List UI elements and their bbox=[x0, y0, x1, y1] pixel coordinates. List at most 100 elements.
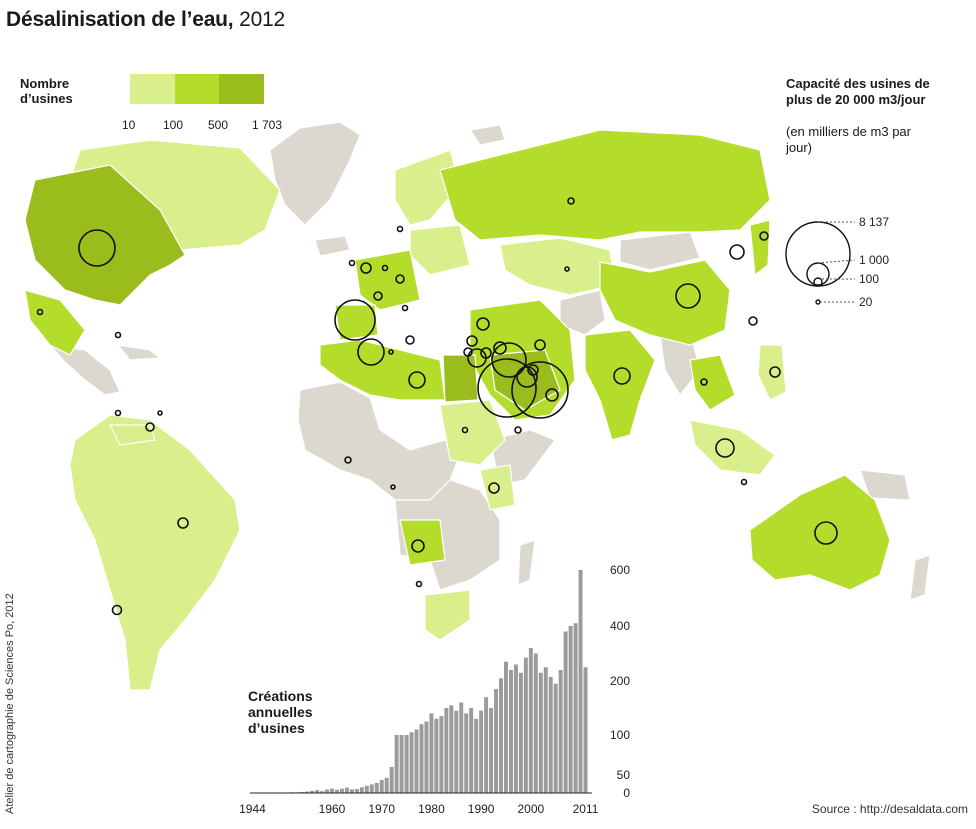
histogram-bar bbox=[389, 767, 394, 793]
circle-venezuela-2 bbox=[145, 422, 155, 432]
histogram-bar bbox=[553, 683, 558, 793]
circle-trinidad bbox=[157, 410, 163, 416]
histogram-bars bbox=[250, 570, 588, 793]
capacity-legend: 8 137 1 000 100 20 bbox=[785, 215, 889, 309]
histogram-bar bbox=[424, 721, 429, 793]
histogram-bar bbox=[449, 705, 454, 793]
histogram-y-label: 0 bbox=[623, 786, 630, 800]
legend-tick: 100 bbox=[163, 118, 184, 132]
circle-libya bbox=[408, 371, 426, 389]
cap-value-3: 100 bbox=[859, 272, 879, 286]
histogram-bar bbox=[573, 623, 578, 793]
circle-singapore bbox=[715, 438, 735, 458]
histogram-bar bbox=[558, 670, 563, 793]
circle-kazakhstan bbox=[564, 266, 570, 272]
spain bbox=[334, 304, 379, 341]
histogram-bar bbox=[359, 787, 364, 793]
circle-yemen bbox=[514, 426, 522, 434]
histogram-bar bbox=[344, 787, 349, 793]
histogram-bar bbox=[300, 791, 305, 793]
circle-korea bbox=[729, 244, 745, 260]
circle-netherlands bbox=[381, 264, 389, 272]
indonesia bbox=[689, 419, 776, 476]
circle-lebanon bbox=[480, 347, 492, 359]
circle-caribbean bbox=[114, 331, 122, 339]
china bbox=[599, 259, 731, 346]
circle-scandinavia bbox=[396, 225, 404, 233]
circle-oman bbox=[545, 388, 559, 402]
title-main: Désalinisation de l’eau, bbox=[6, 8, 234, 31]
histogram-x-label: 1980 bbox=[418, 802, 445, 816]
russia bbox=[439, 129, 771, 241]
histogram-bar bbox=[399, 735, 404, 793]
histogram-bar bbox=[568, 626, 573, 793]
kazakhstan bbox=[499, 237, 616, 296]
north-africa bbox=[319, 339, 446, 401]
circle-namibia bbox=[415, 580, 423, 588]
histogram-y-label: 600 bbox=[610, 563, 630, 577]
histogram-bar bbox=[310, 790, 315, 793]
western-europe bbox=[354, 249, 421, 311]
histogram-title: Créations annuelles d’usines bbox=[248, 688, 313, 736]
histogram-bar bbox=[335, 789, 339, 793]
histogram-bar bbox=[419, 724, 424, 793]
title-year: 2012 bbox=[239, 8, 286, 31]
legend-color-scale bbox=[130, 74, 265, 104]
histogram-x-label: 1970 bbox=[368, 802, 395, 816]
histogram-y-label: 400 bbox=[610, 619, 630, 633]
histogram-bar bbox=[414, 729, 419, 793]
histogram-bar bbox=[489, 708, 494, 793]
circle-usa bbox=[78, 229, 116, 267]
histogram-bar bbox=[374, 782, 379, 793]
japan bbox=[749, 219, 771, 277]
histogram-bar bbox=[349, 789, 354, 793]
usa bbox=[24, 164, 186, 306]
circle-uk bbox=[360, 262, 372, 274]
cap-value-4: 20 bbox=[859, 295, 873, 309]
circle-iran bbox=[534, 339, 546, 351]
histogram-chart: 1944 1960 1970 1980 1990 2000 2011 600 400 200 10… bbox=[239, 563, 630, 816]
histogram-bar bbox=[454, 710, 459, 793]
circle-ghana bbox=[390, 484, 396, 490]
histogram-bar bbox=[320, 791, 325, 793]
cap-value-2: 1 000 bbox=[859, 253, 889, 267]
histogram-bar bbox=[583, 667, 588, 793]
circle-indonesia bbox=[740, 478, 748, 486]
histogram-bar bbox=[528, 648, 533, 793]
circle-japan bbox=[759, 231, 769, 241]
legend-title: Nombre d’usines bbox=[20, 76, 73, 106]
circle-china bbox=[675, 283, 701, 309]
histogram-bar bbox=[578, 570, 583, 793]
histogram-bar bbox=[548, 676, 553, 793]
histogram-bar bbox=[369, 784, 374, 793]
histogram-bar bbox=[523, 657, 528, 793]
histogram-bar bbox=[474, 718, 479, 793]
legend-swatch-high bbox=[219, 74, 265, 104]
histogram-bar bbox=[513, 664, 518, 793]
histogram-y-label: 100 bbox=[610, 728, 630, 742]
histogram-x-label: 1960 bbox=[319, 802, 346, 816]
histogram-bar bbox=[404, 735, 409, 793]
map-title: Désalinisation de l’eau, 2012 bbox=[6, 8, 285, 32]
cap-value-1: 8 137 bbox=[859, 215, 889, 229]
caribbean bbox=[116, 344, 162, 361]
histogram-x-label: 1944 bbox=[239, 802, 266, 816]
circle-egypt bbox=[463, 347, 473, 357]
central-america bbox=[48, 344, 121, 396]
circle-nigeria bbox=[344, 456, 352, 464]
india bbox=[584, 329, 656, 441]
circle-brazil bbox=[177, 517, 189, 529]
histogram-bar bbox=[384, 777, 389, 793]
circle-italy bbox=[401, 304, 409, 312]
source-text: Source : http://desaldata.com bbox=[811, 802, 968, 816]
iceland bbox=[314, 235, 351, 257]
southeast-asia bbox=[689, 354, 736, 411]
histogram-bar bbox=[543, 667, 548, 793]
mexico bbox=[24, 289, 86, 356]
circle-germany bbox=[395, 274, 405, 284]
circle-thailand bbox=[700, 378, 708, 386]
circle-tunisia bbox=[405, 335, 415, 345]
histogram-bar bbox=[330, 788, 334, 793]
histogram-bar bbox=[439, 716, 444, 793]
